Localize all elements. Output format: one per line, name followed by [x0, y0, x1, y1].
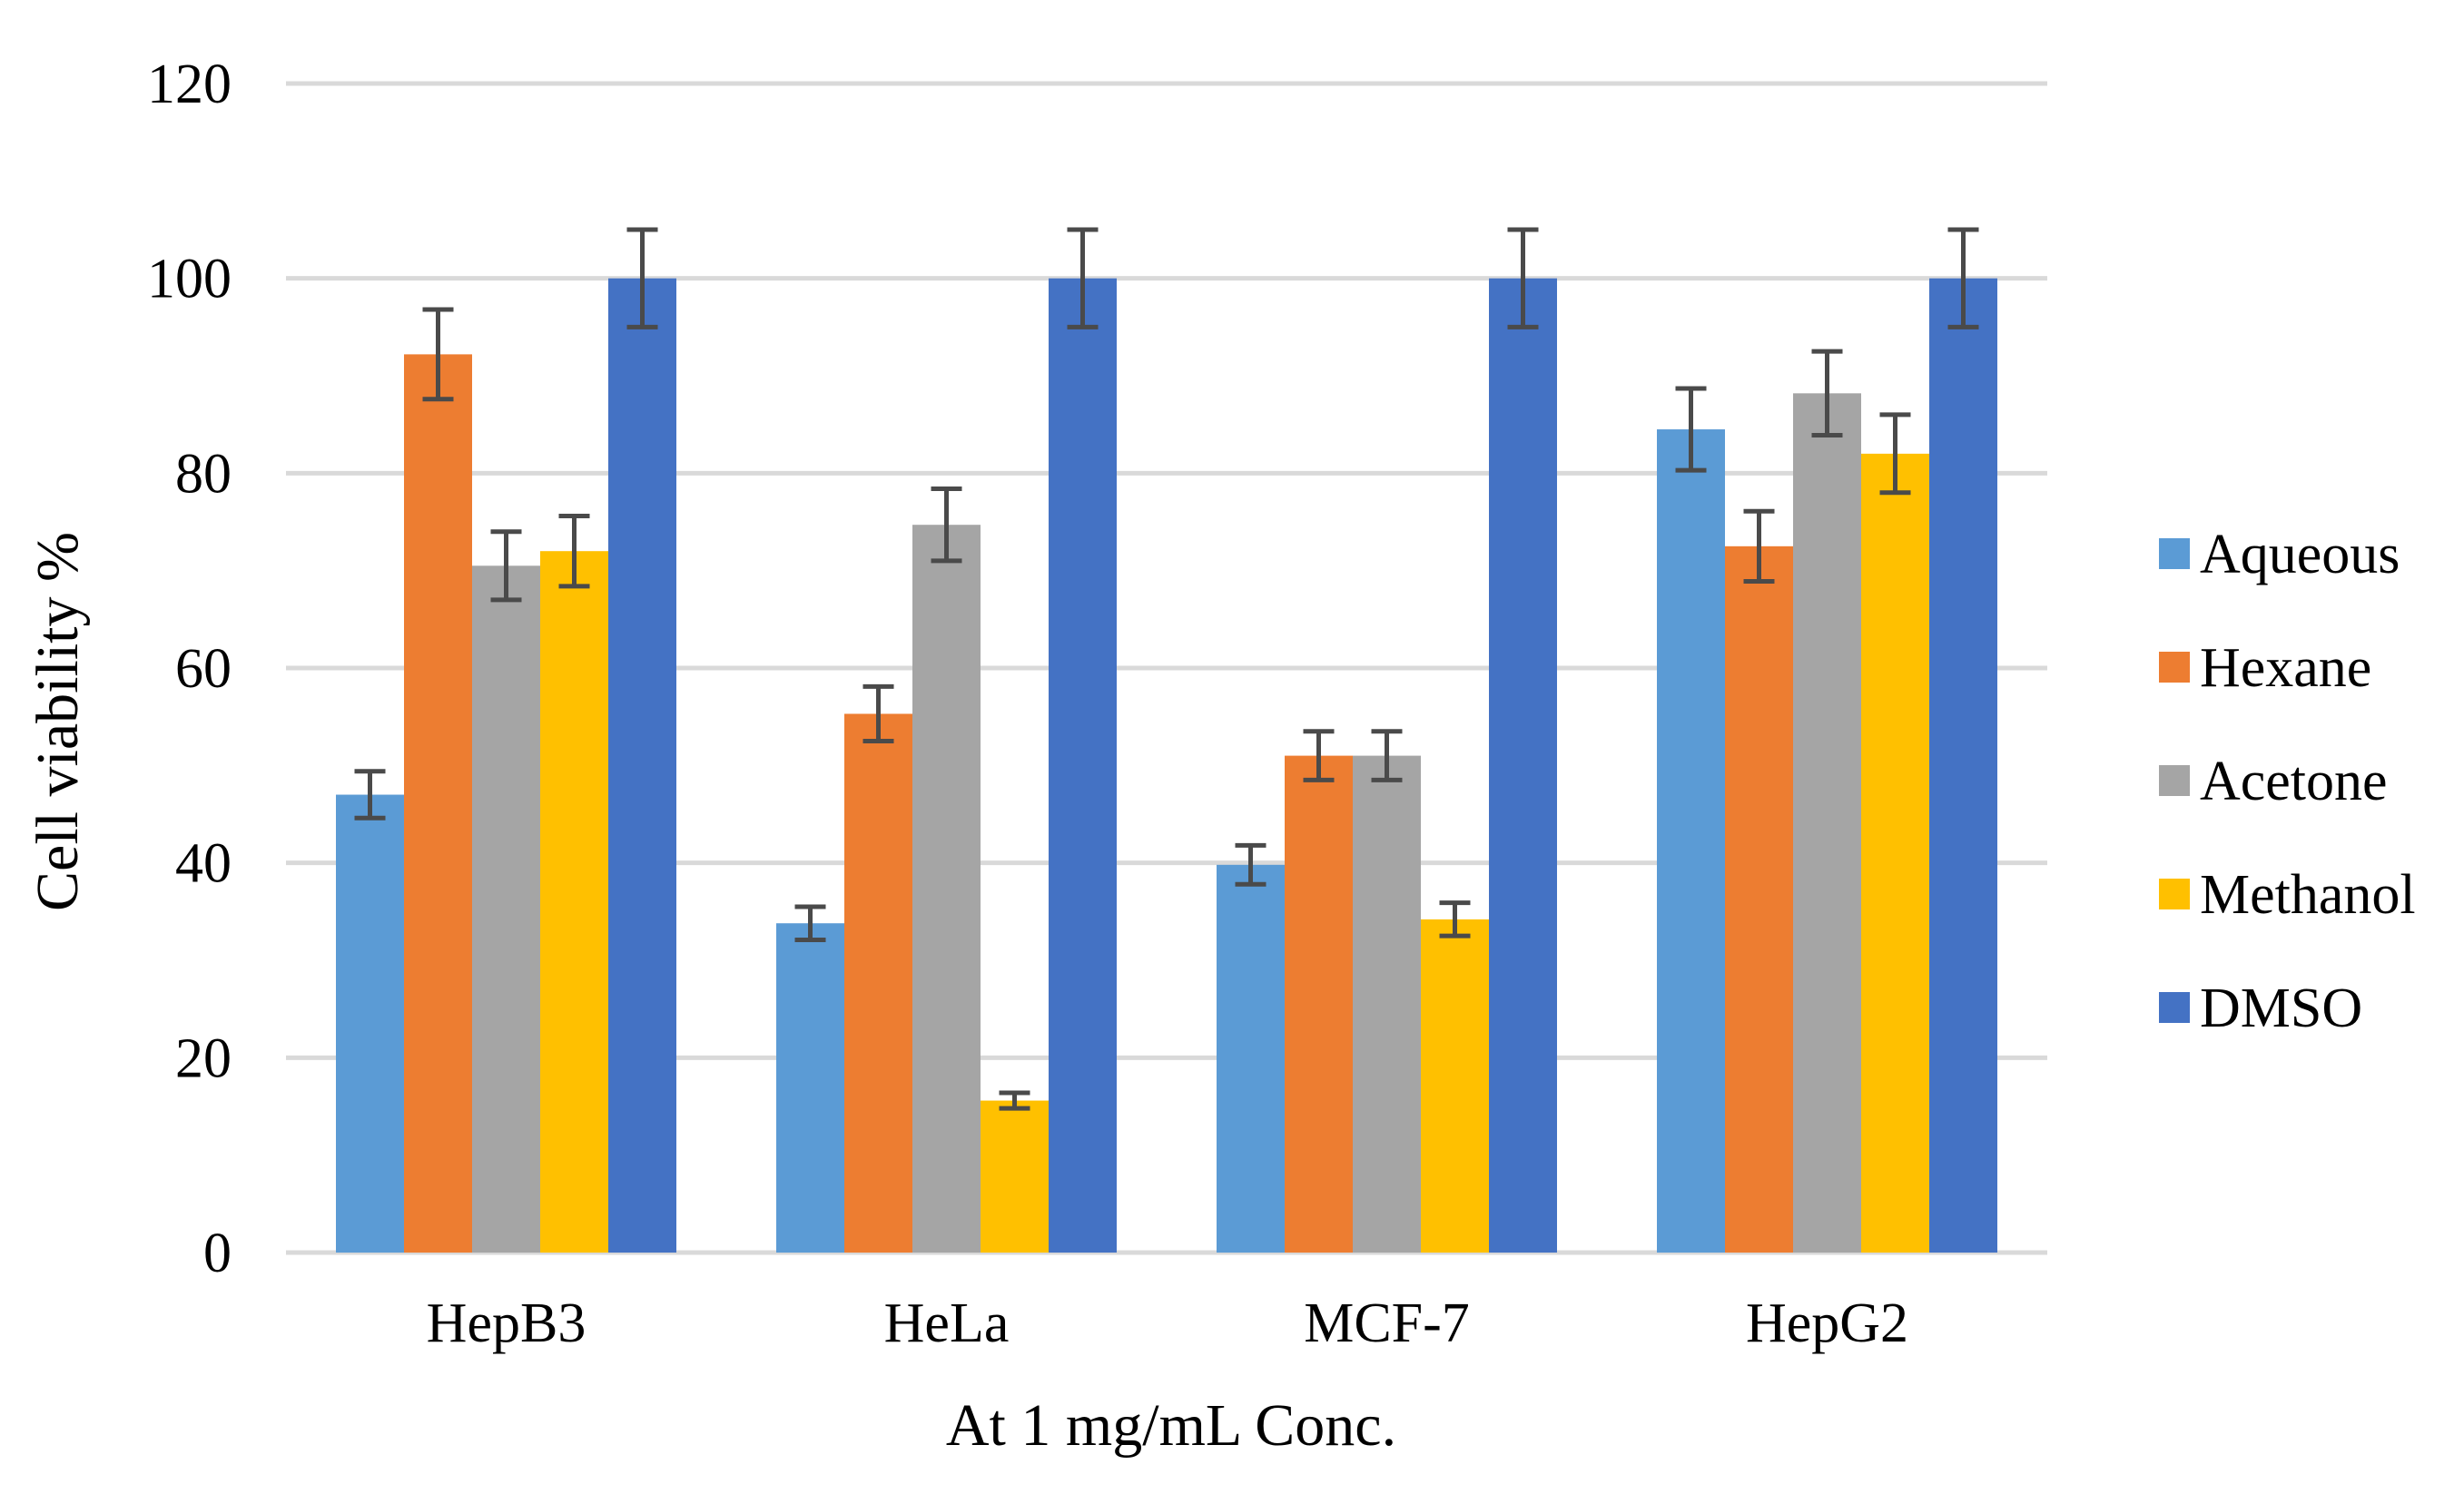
bar-dmso-mcf-7	[1489, 278, 1557, 1253]
bar-methanol-hepb3	[540, 551, 608, 1253]
error-bar-methanol-hepg2	[1879, 412, 1911, 496]
legend-swatch	[2159, 652, 2190, 683]
error-bar-methanol-hela	[999, 1090, 1030, 1111]
error-bar-dmso-hela	[1067, 227, 1099, 329]
error-bar-hexane-mcf-7	[1303, 729, 1335, 782]
legend-item-hexane: Hexane	[2159, 637, 2371, 699]
legend-swatch	[2159, 992, 2190, 1023]
bar-dmso-hepg2	[1929, 278, 1997, 1253]
x-tick-label: HepG2	[1746, 1293, 1908, 1354]
bar-methanol-hela	[981, 1100, 1049, 1253]
error-bars	[354, 227, 1979, 1111]
bar-hexane-hela	[844, 713, 912, 1253]
y-tick-label: 60	[175, 638, 232, 700]
bars	[336, 278, 1997, 1253]
bar-hexane-hepg2	[1725, 546, 1793, 1253]
legend-label: DMSO	[2200, 978, 2362, 1039]
legend-label: Aqueous	[2200, 524, 2400, 585]
x-tick-label: MCF-7	[1304, 1293, 1470, 1354]
legend-item-acetone: Acetone	[2159, 751, 2388, 812]
error-bar-acetone-hepg2	[1811, 349, 1843, 437]
error-bar-aqueous-hepb3	[354, 769, 386, 821]
bar-acetone-hepb3	[472, 565, 540, 1253]
error-bar-methanol-mcf-7	[1439, 900, 1471, 939]
bar-acetone-hepg2	[1793, 393, 1861, 1253]
error-bar-hexane-hepg2	[1743, 508, 1775, 584]
legend-swatch	[2159, 538, 2190, 569]
legend-item-aqueous: Aqueous	[2159, 524, 2400, 585]
y-tick-label: 100	[147, 249, 232, 310]
error-bar-hexane-hela	[862, 683, 894, 743]
x-tick-label: HepB3	[427, 1293, 586, 1354]
y-tick-label: 80	[175, 443, 232, 505]
error-bar-dmso-hepb3	[626, 227, 658, 329]
legend-item-dmso: DMSO	[2159, 978, 2362, 1039]
bar-acetone-mcf-7	[1353, 755, 1421, 1253]
error-bar-aqueous-hepg2	[1675, 386, 1707, 473]
bar-aqueous-hepg2	[1657, 429, 1725, 1253]
error-bar-acetone-hela	[931, 487, 962, 564]
error-bar-acetone-hepb3	[490, 529, 522, 603]
legend: Aqueous Hexane Acetone Methanol DMSO	[2159, 524, 2416, 1039]
legend-swatch	[2159, 765, 2190, 796]
error-bar-hexane-hepb3	[422, 307, 454, 402]
bar-hexane-mcf-7	[1285, 755, 1353, 1253]
legend-swatch	[2159, 879, 2190, 909]
error-bar-dmso-hepg2	[1947, 227, 1979, 329]
legend-label: Hexane	[2200, 637, 2371, 699]
bar-dmso-hepb3	[608, 278, 676, 1253]
bar-dmso-hela	[1049, 278, 1117, 1253]
legend-item-methanol: Methanol	[2159, 864, 2416, 926]
bar-aqueous-hepb3	[336, 794, 404, 1253]
bar-aqueous-mcf-7	[1217, 864, 1285, 1253]
error-bar-aqueous-mcf-7	[1235, 842, 1266, 887]
bar-methanol-mcf-7	[1421, 919, 1489, 1253]
y-axis-ticks: 0 20 40 60 80 100 120	[147, 54, 232, 1284]
x-tick-label: HeLa	[884, 1293, 1010, 1354]
x-axis-categories: HepB3 HeLa MCF-7 HepG2	[427, 1293, 1908, 1354]
y-tick-label: 0	[203, 1223, 232, 1284]
y-tick-label: 20	[175, 1027, 232, 1089]
y-tick-label: 120	[147, 54, 232, 115]
error-bar-aqueous-hela	[794, 904, 826, 942]
error-bar-methanol-hepb3	[558, 514, 590, 589]
bar-acetone-hela	[912, 525, 981, 1253]
error-bar-acetone-mcf-7	[1371, 729, 1403, 782]
bar-methanol-hepg2	[1861, 453, 1929, 1253]
y-axis-title: Cell viability %	[25, 532, 91, 911]
y-tick-label: 40	[175, 833, 232, 895]
bar-aqueous-hela	[776, 923, 844, 1253]
bar-hexane-hepb3	[404, 354, 472, 1253]
legend-label: Methanol	[2200, 864, 2416, 926]
legend-label: Acetone	[2200, 751, 2388, 812]
error-bar-dmso-mcf-7	[1507, 227, 1539, 329]
x-axis-title: At 1 mg/mL Conc.	[946, 1392, 1396, 1459]
